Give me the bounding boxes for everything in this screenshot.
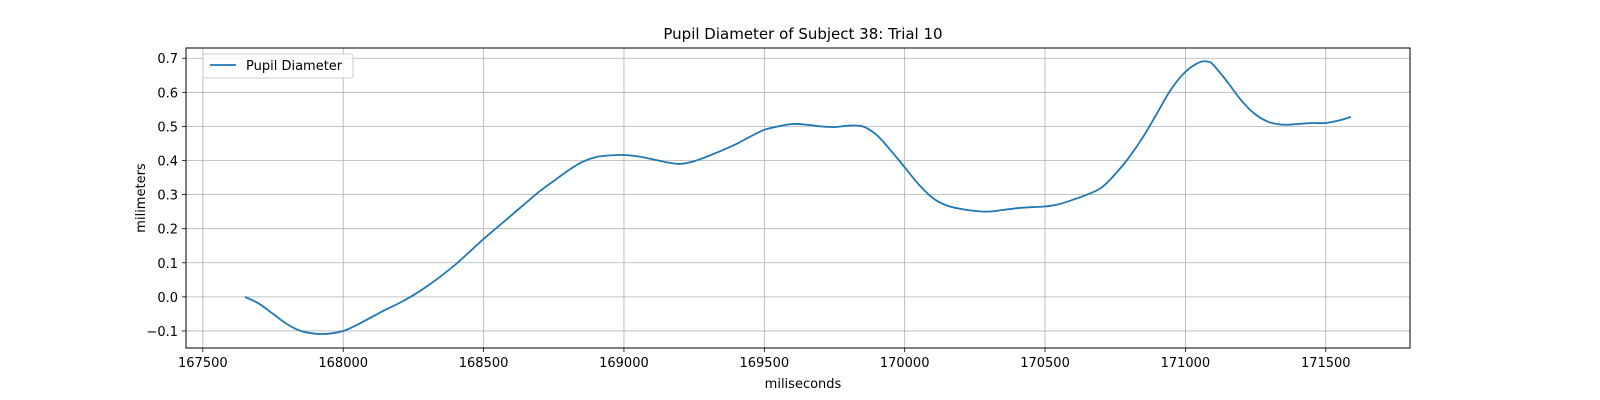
legend-box [202,53,354,79]
x-tick-label: 168000 [318,356,368,371]
y-tick-label: −0.1 [146,325,178,340]
grid [186,48,1410,348]
y-tick-label: 0.5 [157,120,178,135]
x-axis-label: miliseconds [765,377,842,392]
x-tick-label: 170000 [880,356,930,371]
x-tick-label: 168500 [459,356,509,371]
x-tick-label: 170500 [1020,356,1070,371]
x-tick-label: 171500 [1301,356,1351,371]
y-tick-label: 0.0 [157,291,178,306]
plot-frame [185,47,1411,349]
y-axis-label: milimeters [134,163,149,233]
x-tick-label: 169000 [599,356,649,371]
x-tick-label: 171000 [1161,356,1211,371]
x-axis-ticks: 167500 168000 168500 169000 169500 170000 1705… [178,348,1351,371]
plot-series [244,60,1352,335]
y-tick-label: 0.6 [157,86,178,101]
x-tick-label: 167500 [178,356,228,371]
y-tick-label: 0.1 [157,257,178,272]
y-tick-label: 0.4 [157,155,178,170]
x-tick-label: 169500 [739,356,789,371]
y-tick-label: 0.3 [157,189,178,204]
y-tick-label: 0.2 [157,223,178,238]
legend: Pupil Diameter [202,53,354,79]
y-tick-label: 0.7 [157,52,178,67]
series-line-pupil-diameter [244,60,1352,335]
chart-title: Pupil Diameter of Subject 38: Trial 10 [663,25,942,43]
y-axis-ticks: −0.1 0.0 0.1 0.2 0.3 0.4 0.5 0.6 0.7 [146,52,186,340]
legend-label: Pupil Diameter [246,59,343,74]
